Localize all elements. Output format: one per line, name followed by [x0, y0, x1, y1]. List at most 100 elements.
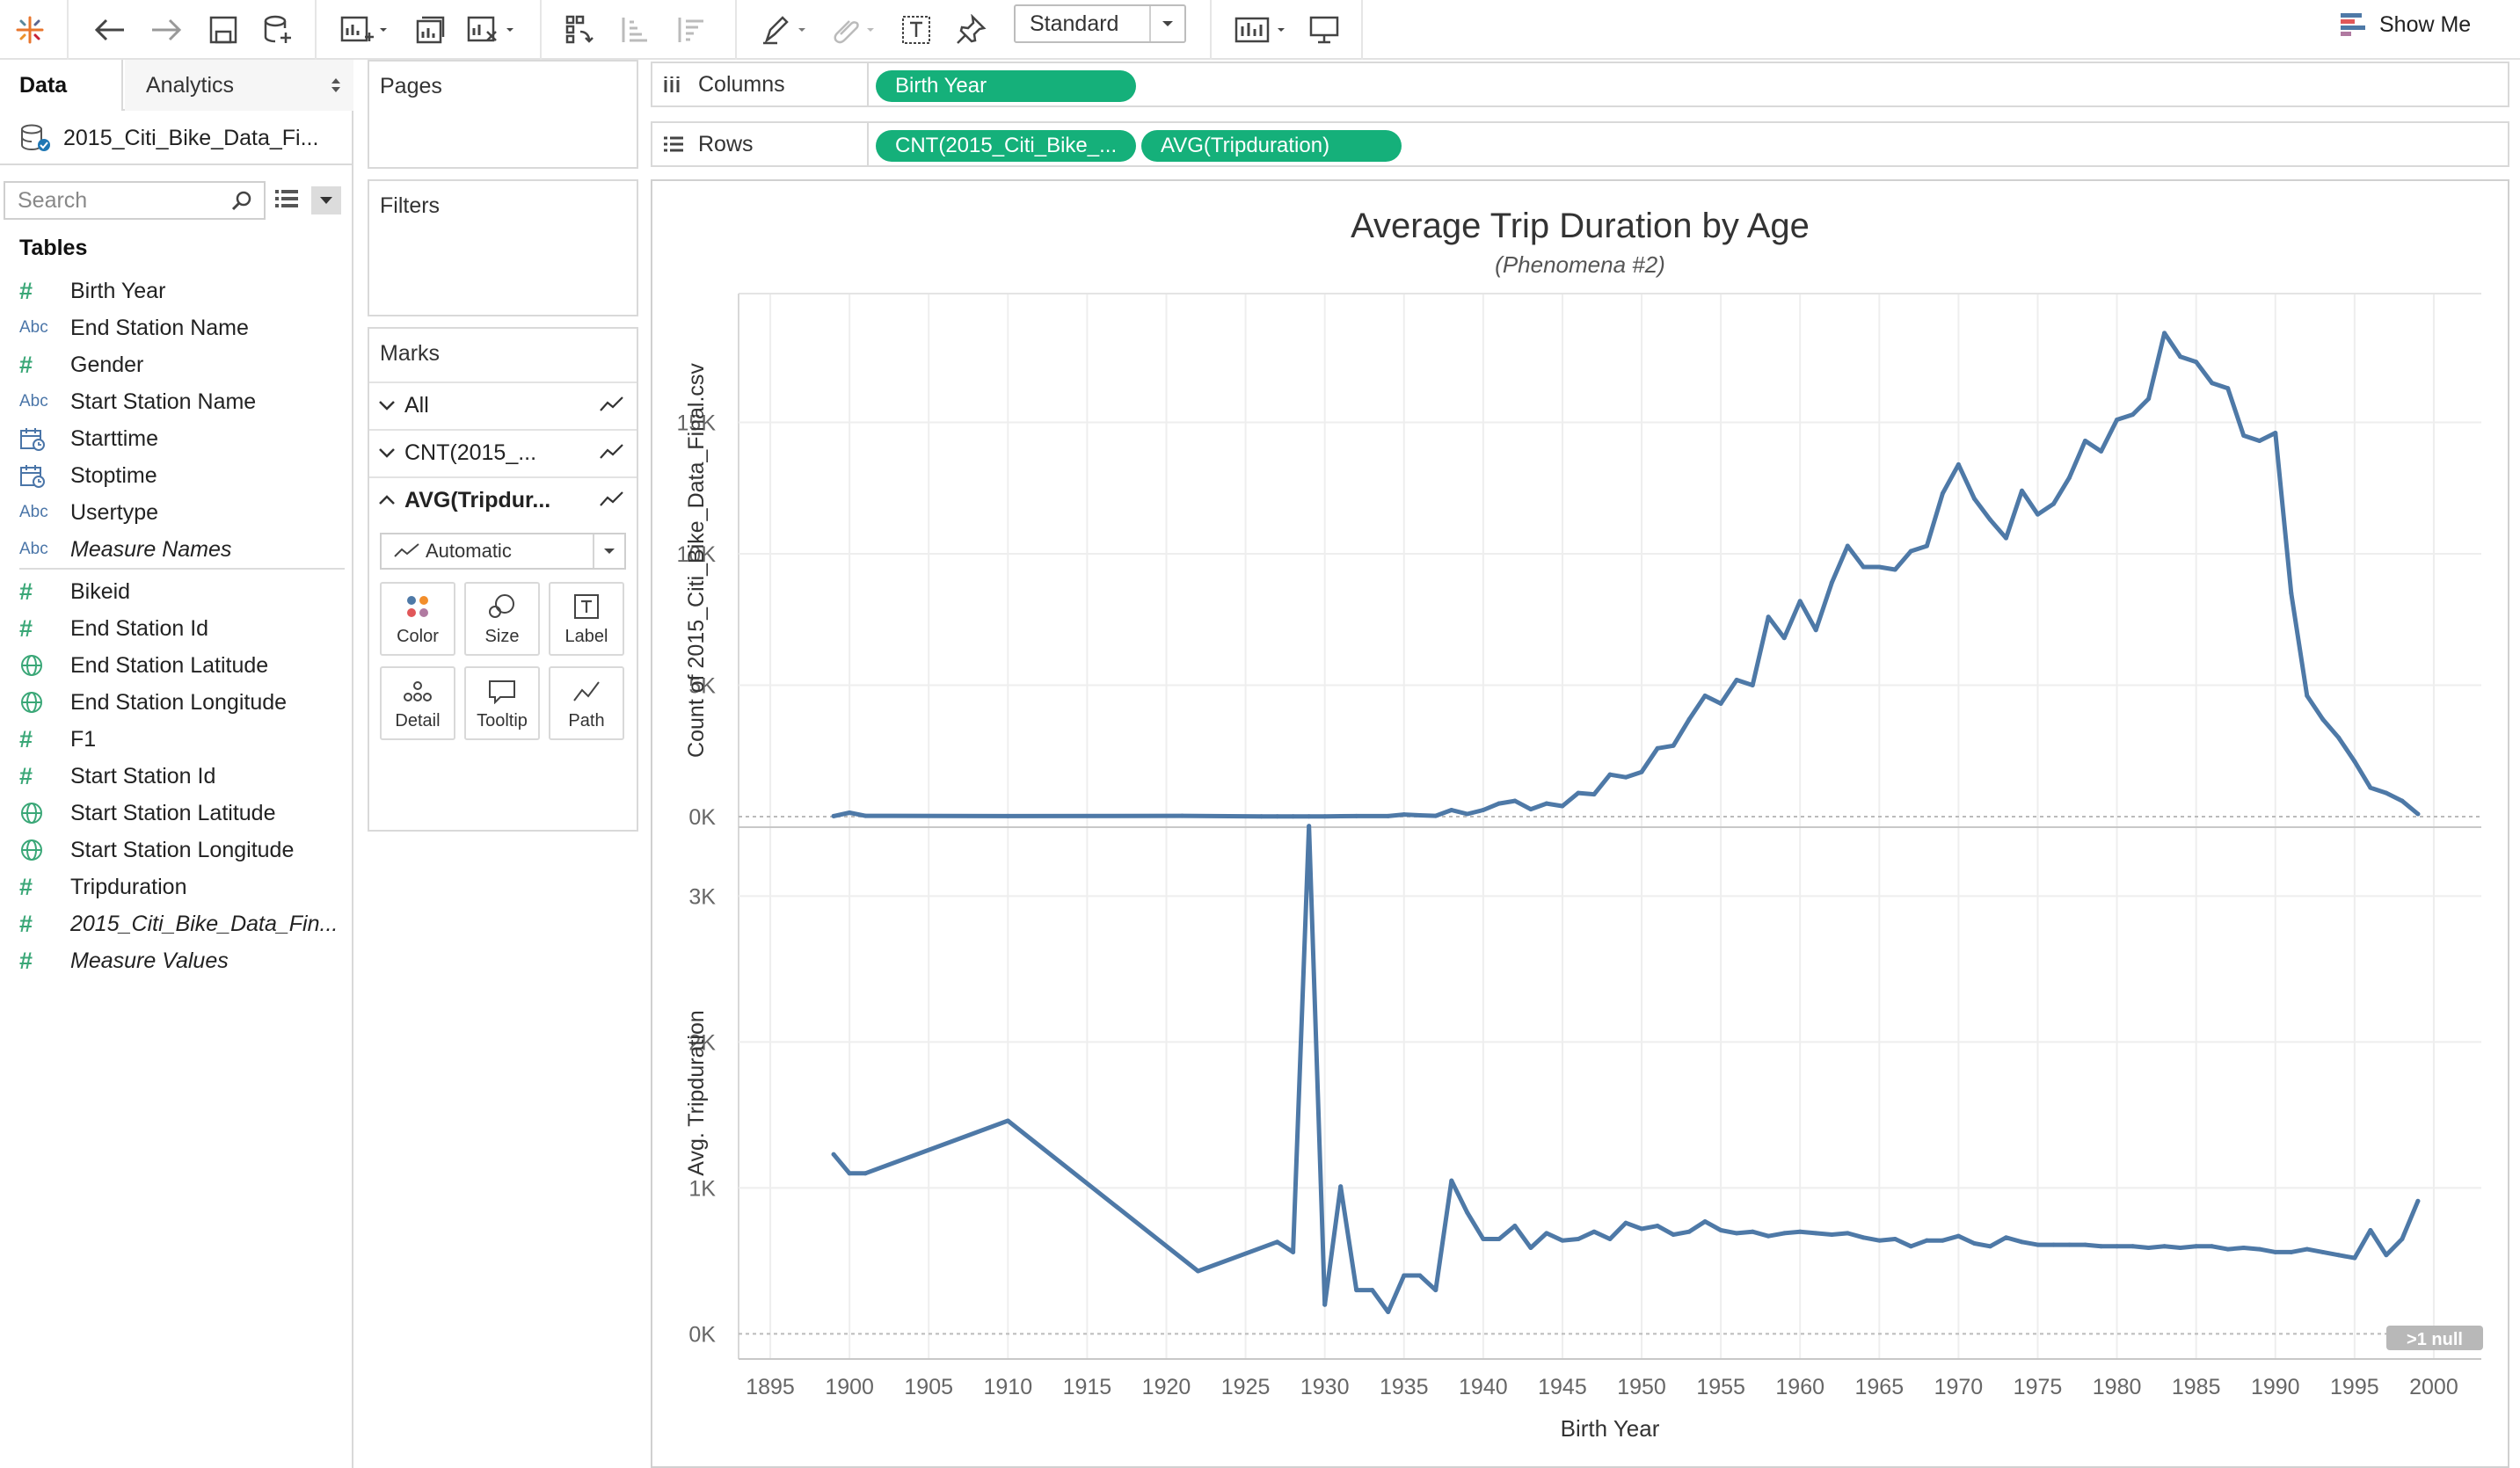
- pin-icon[interactable]: [951, 7, 990, 53]
- label-button[interactable]: Label: [549, 582, 624, 656]
- list-view-icon[interactable]: [274, 188, 299, 214]
- data-point: [1766, 614, 1771, 620]
- columns-shelf[interactable]: Columns Birth Year: [651, 62, 2509, 107]
- field-item[interactable]: # F1: [19, 722, 96, 757]
- tab-data[interactable]: Data: [0, 60, 123, 111]
- field-item[interactable]: # Start Station Id: [19, 759, 215, 794]
- data-point: [1655, 1224, 1660, 1229]
- field-item[interactable]: Start Station Longitude: [19, 832, 294, 868]
- new-worksheet-icon[interactable]: [336, 7, 392, 53]
- pill-birth-year[interactable]: Birth Year: [876, 70, 1136, 102]
- field-item[interactable]: Abc Measure Names: [19, 532, 231, 567]
- data-point: [1307, 814, 1312, 819]
- tableau-logo-icon[interactable]: [12, 7, 47, 53]
- path-button[interactable]: Path: [549, 666, 624, 740]
- marks-row-avg[interactable]: AVG(Tripdur...: [369, 476, 637, 522]
- field-label: Starttime: [70, 425, 159, 451]
- show-me-label: Show Me: [2379, 11, 2472, 37]
- field-item[interactable]: # Bikeid: [19, 574, 130, 609]
- data-point: [1924, 1238, 1929, 1243]
- field-type-icon: #: [19, 948, 70, 975]
- pill-count[interactable]: CNT(2015_Citi_Bike_...: [876, 130, 1136, 162]
- x-tick-label: 1975: [2014, 1375, 2063, 1399]
- pill-avg-tripduration[interactable]: AVG(Tripduration): [1141, 130, 1402, 162]
- field-item[interactable]: Abc Start Station Name: [19, 384, 256, 419]
- size-icon: [489, 594, 514, 618]
- field-item[interactable]: # Gender: [19, 347, 143, 382]
- field-item[interactable]: #2015_Citi_Bike_Data_Fin...: [19, 906, 338, 941]
- filters-shelf[interactable]: Filters: [368, 179, 638, 316]
- mark-type-dropdown[interactable]: Automatic: [380, 533, 626, 570]
- search-placeholder: Search: [18, 187, 88, 213]
- data-point: [1465, 811, 1470, 817]
- pages-shelf[interactable]: Pages: [368, 60, 638, 169]
- data-point: [2257, 1246, 2262, 1252]
- forward-icon[interactable]: [144, 7, 188, 53]
- sort-ascending-icon[interactable]: [615, 7, 654, 53]
- field-item[interactable]: End Station Longitude: [19, 685, 287, 720]
- swap-icon[interactable]: [561, 7, 600, 53]
- data-point: [2400, 1237, 2405, 1241]
- field-label: Tripduration: [70, 874, 187, 899]
- label-icon[interactable]: [897, 7, 936, 53]
- datasource-item[interactable]: 2015_Citi_Bike_Data_Fi...: [19, 118, 318, 158]
- save-icon[interactable]: [204, 7, 243, 53]
- y-tick-label: 15K: [677, 411, 717, 436]
- pane-menu-button[interactable]: [311, 186, 341, 214]
- marks-row-count[interactable]: CNT(2015_...: [369, 429, 637, 475]
- search-input[interactable]: Search: [4, 181, 266, 220]
- line-chart[interactable]: Average Trip Duration by Age (Phenomena …: [652, 181, 2508, 1466]
- tab-analytics[interactable]: Analytics: [125, 60, 353, 111]
- rows-shelf[interactable]: Rows CNT(2015_Citi_Bike_... AVG(Tripdura…: [651, 121, 2509, 167]
- field-type-icon: #: [19, 874, 70, 901]
- x-tick-label: 1900: [825, 1375, 874, 1399]
- color-button[interactable]: Color: [380, 582, 455, 656]
- highlight-icon[interactable]: [756, 7, 812, 53]
- data-point: [1813, 1231, 1818, 1236]
- show-me-button[interactable]: Show Me: [2339, 9, 2471, 40]
- sort-descending-icon[interactable]: [672, 7, 710, 53]
- field-item[interactable]: Abc Usertype: [19, 495, 158, 530]
- marks-row-all[interactable]: All: [369, 382, 637, 427]
- field-item[interactable]: Abc End Station Name: [19, 310, 249, 345]
- data-point: [2178, 354, 2183, 360]
- columns-label: Columns: [698, 71, 785, 97]
- mark-type-select[interactable]: Standard: [1014, 4, 1186, 43]
- presentation-icon[interactable]: [1305, 7, 1344, 53]
- field-label: End Station Latitude: [70, 652, 269, 678]
- data-point: [1718, 1228, 1723, 1233]
- field-item[interactable]: # Measure Values: [19, 943, 229, 978]
- back-icon[interactable]: [88, 7, 132, 53]
- data-point: [1402, 812, 1407, 818]
- add-datasource-icon[interactable]: [259, 7, 297, 53]
- data-point: [2336, 1253, 2342, 1258]
- detail-button[interactable]: Detail: [380, 666, 455, 740]
- tooltip-button[interactable]: Tooltip: [464, 666, 540, 740]
- x-tick-label: 1895: [746, 1375, 795, 1399]
- worksheet-view[interactable]: Average Trip Duration by Age (Phenomena …: [651, 179, 2509, 1468]
- data-point: [1971, 1240, 1977, 1246]
- data-point: [1196, 1268, 1201, 1274]
- field-item[interactable]: Stoptime: [19, 458, 157, 493]
- field-item[interactable]: End Station Latitude: [19, 648, 268, 683]
- field-item[interactable]: # Tripduration: [19, 869, 186, 905]
- duplicate-sheet-icon[interactable]: [412, 7, 450, 53]
- field-item[interactable]: Starttime: [19, 421, 158, 456]
- field-type-icon: #: [19, 352, 70, 379]
- size-button[interactable]: Size: [464, 582, 540, 656]
- field-type-icon: #: [19, 911, 70, 938]
- group-icon[interactable]: [825, 7, 881, 53]
- data-point: [1797, 599, 1803, 604]
- marks-row-label: All: [404, 392, 429, 418]
- fit-icon[interactable]: [1231, 7, 1293, 53]
- data-point: [2130, 412, 2136, 418]
- data-point: [2115, 1244, 2120, 1249]
- field-item[interactable]: Start Station Latitude: [19, 796, 275, 831]
- data-point: [1275, 1239, 1280, 1245]
- chevron-down-icon: [369, 400, 404, 411]
- field-item[interactable]: # End Station Id: [19, 611, 208, 646]
- field-item[interactable]: # Birth Year: [19, 273, 165, 309]
- clear-sheet-icon[interactable]: [462, 7, 519, 53]
- data-point: [2162, 1244, 2167, 1249]
- field-label: Start Station Name: [70, 389, 257, 414]
